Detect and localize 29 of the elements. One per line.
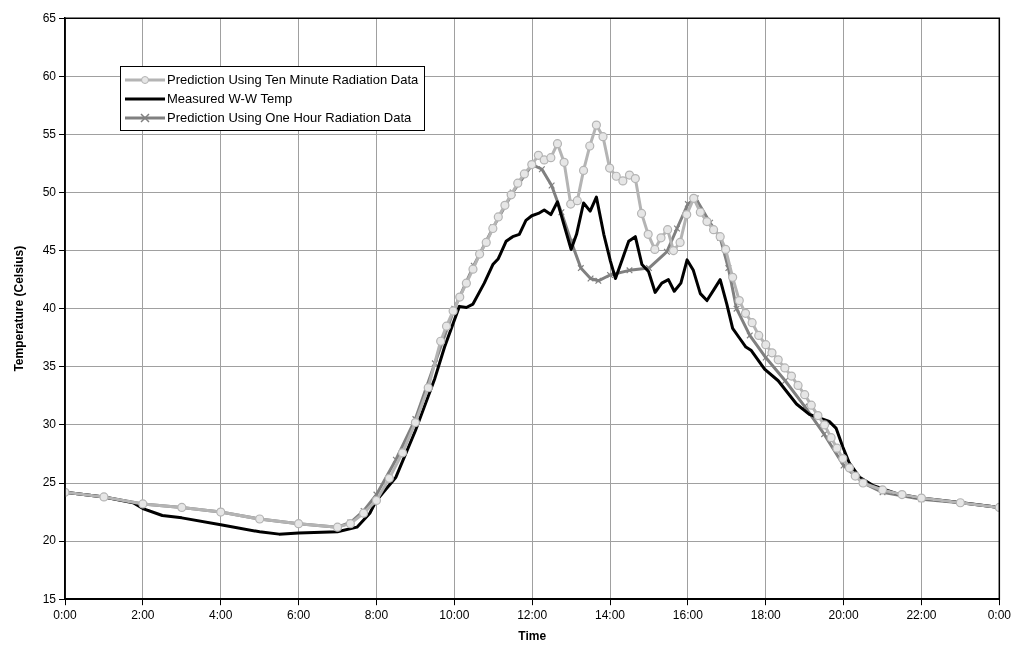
y-tick-label: 45 xyxy=(42,242,57,257)
x-tick-label: 22:00 xyxy=(906,607,937,622)
y-axis-title: Temperature (Celsius) xyxy=(11,245,26,372)
x-tick-label: 14:00 xyxy=(595,607,626,622)
x-tick-label: 18:00 xyxy=(750,607,782,622)
y-tick-label: 20 xyxy=(42,533,57,548)
legend-label: Prediction Using One Hour Radiation Data xyxy=(167,109,412,127)
y-tick-label: 35 xyxy=(42,359,57,374)
legend-label: Measured W-W Temp xyxy=(167,90,293,108)
y-tick-label: 60 xyxy=(42,68,57,83)
y-tick-label: 25 xyxy=(42,475,57,490)
x-tick-label: 4:00 xyxy=(209,607,233,622)
x-tick-label: 8:00 xyxy=(364,607,389,622)
y-tick-label: 30 xyxy=(42,417,57,432)
x-tick-label: 0:00 xyxy=(53,607,77,622)
y-tick-label: 15 xyxy=(42,591,57,606)
y-tick-label: 55 xyxy=(42,126,57,141)
legend-label: Prediction Using Ten Minute Radiation Data xyxy=(167,71,419,89)
y-tick-label: 40 xyxy=(42,301,57,316)
x-tick-label: 10:00 xyxy=(439,607,470,622)
x-axis-title: Time xyxy=(518,629,547,644)
y-tick-label: 50 xyxy=(42,184,57,199)
x-tick-label: 12:00 xyxy=(517,607,548,622)
x-tick-label: 20:00 xyxy=(828,607,859,622)
x-tick-label: 16:00 xyxy=(672,607,704,622)
y-tick-label: 65 xyxy=(42,10,57,25)
x-tick-label: 6:00 xyxy=(286,607,311,622)
x-tick-label: 0:00 xyxy=(987,607,1012,622)
x-tick-label: 2:00 xyxy=(131,607,155,622)
